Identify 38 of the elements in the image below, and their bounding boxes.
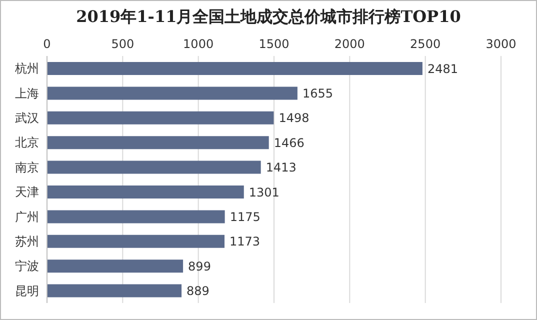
y-tick-label: 武汉: [15, 111, 39, 126]
x-tick-label: 1000: [183, 37, 214, 51]
bar: [47, 260, 184, 273]
bar: [47, 186, 244, 198]
bar: [47, 136, 269, 150]
bar: [47, 62, 422, 75]
y-tick-label: 上海: [15, 86, 39, 100]
data-label: 1498: [278, 111, 310, 126]
data-label: 1413: [266, 160, 296, 175]
chart-title: 2019年1-11月全国土地成交总价城市排行榜TOP10: [75, 7, 462, 28]
y-tick-label: 广州: [15, 210, 39, 224]
bar: [47, 284, 182, 298]
x-tick-label: 3000: [486, 37, 516, 51]
y-tick-label: 苏州: [15, 234, 39, 249]
y-tick-label: 天津: [15, 185, 39, 200]
bar: [47, 160, 261, 174]
bar: [47, 234, 225, 248]
y-tick-label: 南京: [15, 160, 39, 174]
bar: [47, 111, 274, 124]
y-tick-label: 宁波: [15, 259, 39, 274]
data-label: 899: [188, 259, 211, 274]
x-tick-label: 0: [43, 37, 51, 51]
x-tick-label: 2000: [334, 37, 365, 51]
y-tick-label: 昆明: [15, 284, 39, 298]
data-label: 1466: [274, 136, 304, 150]
y-tick-label: 杭州: [14, 62, 39, 76]
y-tick-label: 北京: [15, 136, 39, 150]
bar: [47, 210, 225, 224]
x-tick-label: 500: [111, 37, 134, 51]
data-label: 889: [186, 284, 210, 298]
data-label: 2481: [427, 62, 458, 76]
bar: [47, 86, 298, 100]
data-label: 1301: [248, 185, 280, 200]
data-label: 1175: [230, 210, 260, 224]
x-tick-label: 2500: [410, 37, 441, 51]
data-label: 1655: [302, 86, 334, 100]
data-label: 1173: [230, 234, 260, 249]
x-tick-label: 1500: [258, 37, 290, 51]
